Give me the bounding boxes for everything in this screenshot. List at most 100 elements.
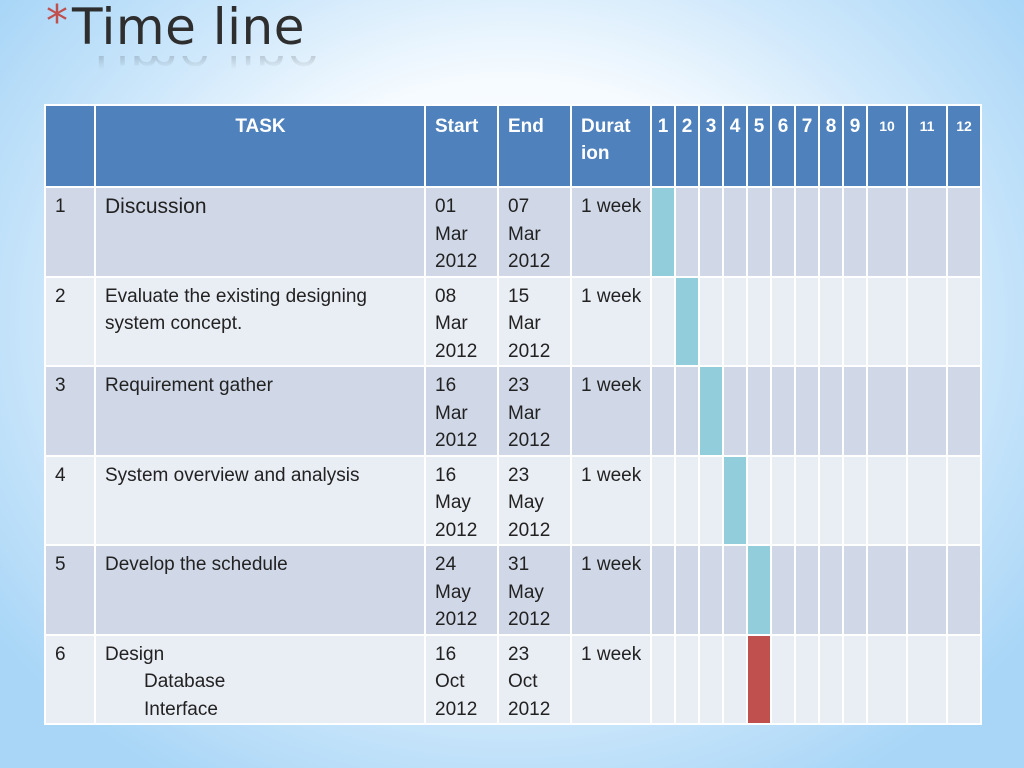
gantt-bar xyxy=(650,186,676,278)
header-week-5: 5 xyxy=(746,104,772,188)
week-cell xyxy=(946,365,982,457)
task-title: Develop the schedule xyxy=(105,554,288,575)
task-title: Discussion xyxy=(105,195,207,218)
week-cell xyxy=(906,454,948,546)
week-cell xyxy=(650,454,676,546)
task-name: Develop the schedule xyxy=(94,544,426,636)
task-name: Design Database Interface xyxy=(94,633,426,725)
week-cell xyxy=(946,275,982,367)
task-name: System overview and analysis xyxy=(94,454,426,546)
duration: 1 week xyxy=(570,544,652,636)
week-cell xyxy=(674,186,700,278)
timeline-table: TASK Start End Durat ion 1 2 3 4 5 6 7 8… xyxy=(44,104,982,725)
start-date: 01 Mar 2012 xyxy=(424,186,499,278)
week-cell xyxy=(842,544,868,636)
header-week-10: 10 xyxy=(866,104,908,188)
week-cell xyxy=(650,544,676,636)
week-cell xyxy=(866,275,908,367)
week-cell xyxy=(674,454,700,546)
week-cell xyxy=(770,454,796,546)
header-week-6: 6 xyxy=(770,104,796,188)
week-cell xyxy=(842,454,868,546)
header-week-3: 3 xyxy=(698,104,724,188)
header-week-11: 11 xyxy=(906,104,948,188)
gantt-bar xyxy=(722,454,748,546)
week-cell xyxy=(698,186,724,278)
week-cell xyxy=(698,544,724,636)
task-title: Design xyxy=(105,643,165,665)
task-name: Discussion xyxy=(94,186,426,278)
row-number: 3 xyxy=(44,365,96,457)
week-cell xyxy=(866,365,908,457)
table-row: 3 Requirement gather 16 Mar 2012 23 Mar 201… xyxy=(44,365,982,457)
week-cell xyxy=(866,186,908,278)
task-title: Evaluate the existing designing system c… xyxy=(105,285,367,335)
gantt-bar xyxy=(746,633,772,725)
week-cell xyxy=(818,365,844,457)
header-row: TASK Start End Durat ion 1 2 3 4 5 6 7 8… xyxy=(44,104,982,188)
week-cell xyxy=(906,544,948,636)
week-cell xyxy=(818,454,844,546)
week-cell xyxy=(674,365,700,457)
duration: 1 week xyxy=(570,365,652,457)
week-cell xyxy=(818,544,844,636)
end-date: 31 May 2012 xyxy=(497,544,572,636)
week-cell xyxy=(770,365,796,457)
week-cell xyxy=(906,365,948,457)
week-cell xyxy=(698,633,724,725)
start-date: 24 May 2012 xyxy=(424,544,499,636)
week-cell xyxy=(770,275,796,367)
week-cell xyxy=(770,633,796,725)
week-cell xyxy=(842,365,868,457)
week-cell xyxy=(650,275,676,367)
week-cell xyxy=(746,275,772,367)
week-cell xyxy=(746,454,772,546)
gantt-bar xyxy=(698,365,724,457)
week-cell xyxy=(946,544,982,636)
week-cell xyxy=(770,186,796,278)
end-date: 07 Mar 2012 xyxy=(497,186,572,278)
row-number: 5 xyxy=(44,544,96,636)
table-row: 4 System overview and analysis 16 May 2012… xyxy=(44,454,982,546)
header-week-4: 4 xyxy=(722,104,748,188)
week-cell xyxy=(698,275,724,367)
slide-title: * Time line xyxy=(46,0,305,76)
week-cell xyxy=(906,633,948,725)
week-cell xyxy=(650,365,676,457)
gantt-bar xyxy=(746,544,772,636)
week-cell xyxy=(722,633,748,725)
duration: 1 week xyxy=(570,454,652,546)
row-number: 1 xyxy=(44,186,96,278)
start-date: 16 Mar 2012 xyxy=(424,365,499,457)
week-cell xyxy=(794,454,820,546)
header-week-8: 8 xyxy=(818,104,844,188)
table-row: 5 Develop the schedule 24 May 2012 31 May 2… xyxy=(44,544,982,636)
week-cell xyxy=(818,186,844,278)
week-cell xyxy=(842,275,868,367)
week-cell xyxy=(794,186,820,278)
week-cell xyxy=(722,365,748,457)
week-cell xyxy=(722,186,748,278)
header-week-9: 9 xyxy=(842,104,868,188)
week-cell xyxy=(946,454,982,546)
title-bullet-star: * xyxy=(46,0,68,47)
duration: 1 week xyxy=(570,186,652,278)
week-cell xyxy=(842,633,868,725)
task-title: Requirement gather xyxy=(105,375,273,396)
header-week-12: 12 xyxy=(946,104,982,188)
week-cell xyxy=(794,633,820,725)
week-cell xyxy=(794,544,820,636)
week-cell xyxy=(818,633,844,725)
task-name: Requirement gather xyxy=(94,365,426,457)
end-date: 23 Mar 2012 xyxy=(497,365,572,457)
week-cell xyxy=(650,633,676,725)
gantt-bar xyxy=(674,275,700,367)
week-cell xyxy=(818,275,844,367)
header-week-7: 7 xyxy=(794,104,820,188)
table-row: 1 Discussion 01 Mar 2012 07 Mar 2012 1 week xyxy=(44,186,982,278)
task-subitem: Interface xyxy=(144,698,218,720)
task-subitem: Database xyxy=(144,671,226,692)
week-cell xyxy=(866,454,908,546)
header-week-2: 2 xyxy=(674,104,700,188)
week-cell xyxy=(946,633,982,725)
